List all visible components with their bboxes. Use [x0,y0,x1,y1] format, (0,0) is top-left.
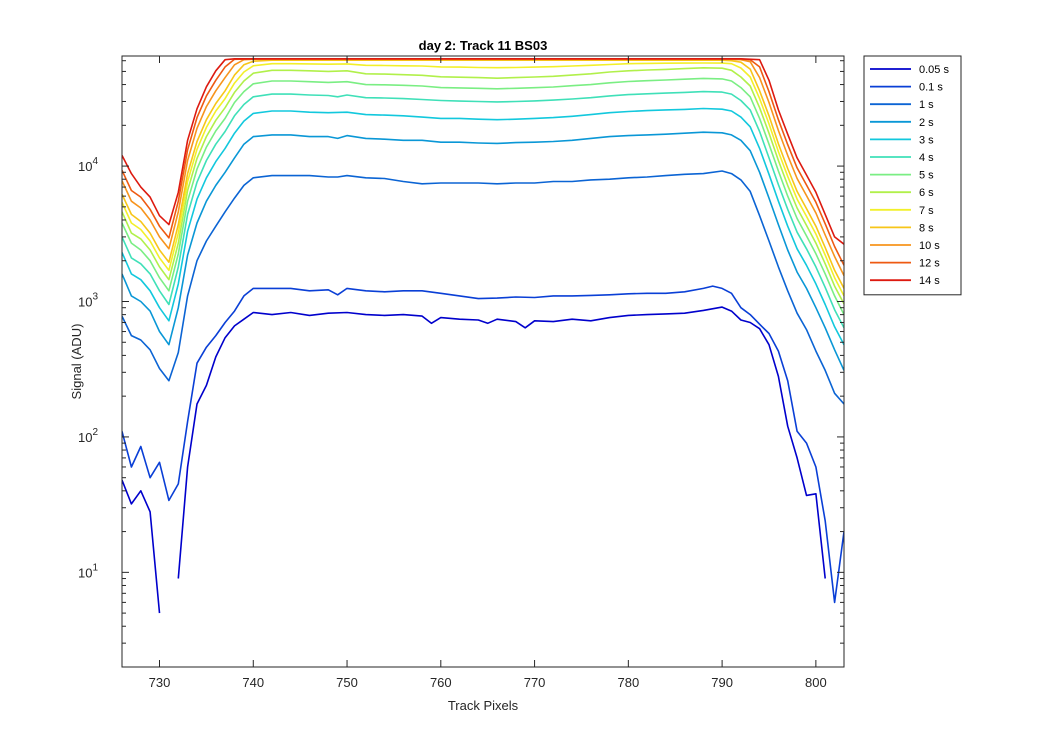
axes-frame [121,55,845,668]
plot-area [122,56,844,667]
x-tick-label: 800 [805,675,827,690]
y-tick-label: 101 [78,562,98,580]
series-line-1 [122,285,844,604]
series-line-5 [122,90,844,329]
series-line-3 [122,131,844,371]
y-tick-label: 102 [78,427,98,445]
legend-label: 7 s [919,205,934,217]
legend-label: 6 s [919,187,934,199]
series-line-0 [122,306,826,614]
legend-label: 5 s [919,170,934,182]
x-tick-label: 730 [149,675,171,690]
x-tick-label: 780 [617,675,639,690]
y-axis-label: Signal (ADU) [69,324,84,400]
legend-label: 10 s [919,240,940,252]
series-line-9 [122,59,844,289]
legend-label: 12 s [919,258,940,270]
series-line-7 [122,67,844,305]
series-line-4 [122,107,844,346]
x-axis-label: Track Pixels [448,698,519,713]
legend-label: 1 s [919,99,934,111]
x-tick-label: 790 [711,675,733,690]
series-line-8 [122,62,844,297]
y-tick-label: 103 [78,292,98,310]
x-tick-label: 760 [430,675,452,690]
legend-label: 14 s [919,275,940,287]
legend: 0.05 s 0.1 s 1 s 2 s 3 s 4 s 5 s 6 s 7 s 8 s 10 s 1… [863,55,962,296]
legend-label: 0.05 s [919,64,949,76]
series-layer [122,58,844,614]
legend-label: 8 s [919,222,934,234]
x-tick-label: 740 [242,675,264,690]
x-tick-label: 750 [336,675,358,690]
legend-label: 0.1 s [919,82,943,94]
series-line-12 [122,58,844,245]
y-tick-label: 104 [78,156,98,174]
legend-label: 2 s [919,117,934,129]
legend-box [863,55,962,296]
legend-label: 4 s [919,152,934,164]
series-line-2 [122,170,844,405]
x-tick-label: 770 [524,675,546,690]
chart-title: day 2: Track 11 BS03 [419,38,548,53]
legend-label: 3 s [919,134,934,146]
series-line-6 [122,77,844,315]
ticks-layer: 730 740 750 760 770 780 790 800 101 102 103 104 [78,56,844,690]
